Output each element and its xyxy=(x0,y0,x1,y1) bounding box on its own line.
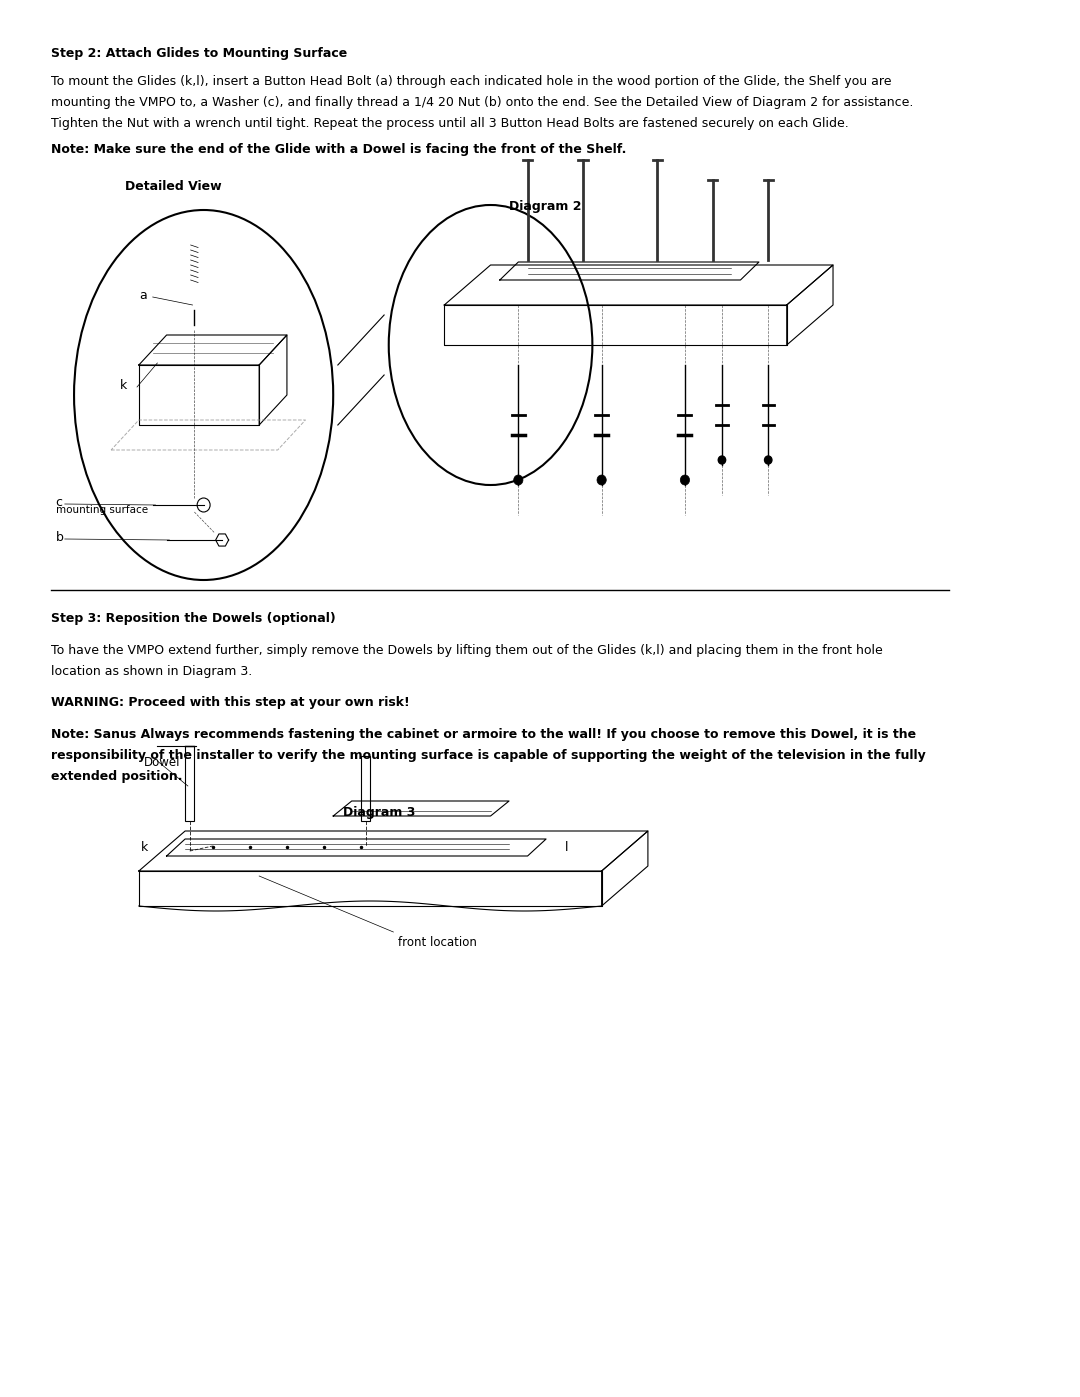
Text: WARNING: Proceed with this step at your own risk!: WARNING: Proceed with this step at your … xyxy=(51,696,409,710)
Text: Step 2: Attach Glides to Mounting Surface: Step 2: Attach Glides to Mounting Surfac… xyxy=(51,47,347,60)
Circle shape xyxy=(597,475,606,485)
Text: responsibility of the installer to verify the mounting surface is capable of sup: responsibility of the installer to verif… xyxy=(51,749,926,761)
Text: Note: Make sure the end of the Glide with a Dowel is facing the front of the She: Note: Make sure the end of the Glide wit… xyxy=(51,142,626,156)
Text: c: c xyxy=(55,496,63,509)
Text: To have the VMPO extend further, simply remove the Dowels by lifting them out of: To have the VMPO extend further, simply … xyxy=(51,644,882,657)
Circle shape xyxy=(514,475,523,485)
Text: l: l xyxy=(565,841,568,854)
Text: extended position.: extended position. xyxy=(51,770,183,782)
Circle shape xyxy=(680,475,689,485)
Text: k: k xyxy=(140,841,148,854)
Circle shape xyxy=(718,455,726,464)
Text: Detailed View: Detailed View xyxy=(125,180,221,193)
Bar xyxy=(185,746,194,821)
Circle shape xyxy=(765,455,772,464)
Text: To mount the Glides (k,l), insert a Button Head Bolt (a) through each indicated : To mount the Glides (k,l), insert a Butt… xyxy=(51,75,891,88)
Text: Diagram 2: Diagram 2 xyxy=(509,200,581,212)
Text: b: b xyxy=(55,531,64,543)
Text: a: a xyxy=(139,289,147,302)
Text: location as shown in Diagram 3.: location as shown in Diagram 3. xyxy=(51,665,252,678)
Text: mounting the VMPO to, a Washer (c), and finally thread a 1/4 20 Nut (b) onto the: mounting the VMPO to, a Washer (c), and … xyxy=(51,96,914,109)
Text: k: k xyxy=(120,379,127,391)
Text: Diagram 3: Diagram 3 xyxy=(343,806,416,819)
Text: mounting surface: mounting surface xyxy=(55,504,148,515)
Text: front location: front location xyxy=(399,936,477,949)
Text: Dowel: Dowel xyxy=(144,756,180,768)
Text: Step 3: Reposition the Dowels (optional): Step 3: Reposition the Dowels (optional) xyxy=(51,612,336,624)
Text: Tighten the Nut with a wrench until tight. Repeat the process until all 3 Button: Tighten the Nut with a wrench until tigh… xyxy=(51,117,849,130)
Bar xyxy=(361,756,370,821)
Text: Note: Sanus Always recommends fastening the cabinet or armoire to the wall! If y: Note: Sanus Always recommends fastening … xyxy=(51,728,916,740)
